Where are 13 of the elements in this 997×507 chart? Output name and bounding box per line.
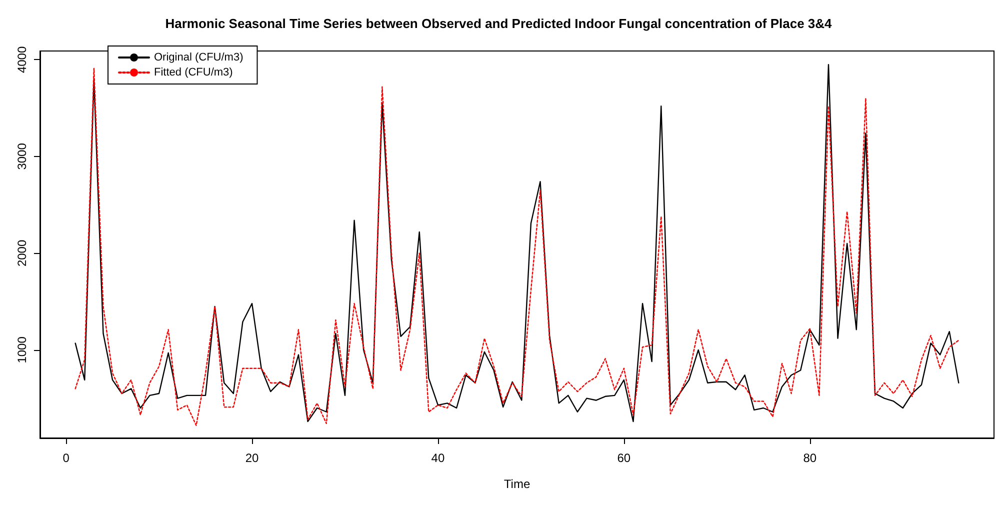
x-tick-label: 40 bbox=[431, 451, 445, 465]
legend-label: Original (CFU/m3) bbox=[154, 52, 244, 64]
x-tick-label: 20 bbox=[245, 451, 259, 465]
y-tick-label: 4000 bbox=[15, 46, 29, 74]
legend-label: Fitted (CFU/m3) bbox=[154, 66, 233, 78]
y-tick-label: 3000 bbox=[15, 142, 29, 170]
y-tick-label: 2000 bbox=[15, 240, 29, 267]
x-axis-title: Time bbox=[504, 477, 530, 491]
x-tick-label: 60 bbox=[617, 451, 631, 465]
y-tick-label: 1000 bbox=[15, 336, 29, 364]
chart-title: Harmonic Seasonal Time Series between Observed and Predicted Indoor Fungal concentration of Place 3&4 bbox=[165, 16, 833, 31]
x-tick-label: 80 bbox=[803, 451, 817, 465]
x-tick-label: 0 bbox=[62, 451, 70, 465]
